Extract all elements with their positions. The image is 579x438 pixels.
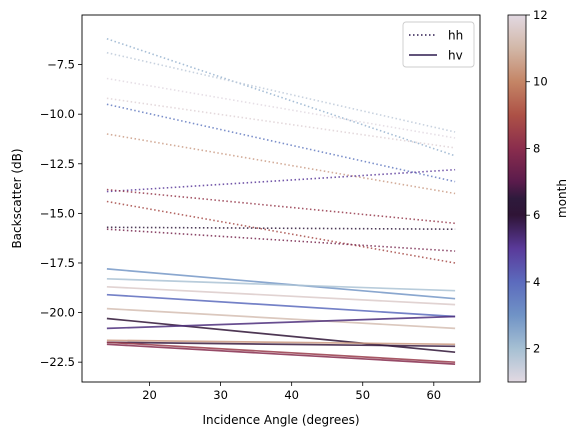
series-line-hv-13 <box>106 277 456 292</box>
x-tick-label: 50 <box>355 388 370 402</box>
y-tick-label: −10.0 <box>40 107 75 121</box>
series-line-hv-19 <box>106 339 456 346</box>
colorbar: 2 4 6 8 10 12 month <box>507 8 569 383</box>
plot-background <box>82 15 480 382</box>
y-tick-label: −7.5 <box>47 58 75 72</box>
series-line-hv-17 <box>106 317 456 354</box>
series-line-hv-22 <box>106 343 456 365</box>
series-line-hh-1 <box>106 38 456 157</box>
y-tick-label: −22.5 <box>40 355 75 369</box>
series-line-hh-6 <box>106 133 456 195</box>
legend-frame <box>402 21 475 68</box>
colorbar-tick-label: 8 <box>533 141 540 155</box>
x-axis: 20 30 40 50 60 <box>142 382 441 402</box>
series-line-hv-12 <box>106 268 456 300</box>
series-line-hv-16 <box>106 307 456 330</box>
x-tick-label: 60 <box>426 388 441 402</box>
series-line-hv-20 <box>106 341 456 348</box>
colorbar-tick-label: 12 <box>533 8 548 22</box>
series-line-hv-21 <box>106 341 456 364</box>
series-line-hv-18 <box>106 315 456 330</box>
colorbar-tick-label: 2 <box>533 342 540 356</box>
colorbar-tick-label: 10 <box>533 75 548 89</box>
colorbar-gradient <box>507 14 527 383</box>
x-axis-label: Incidence Angle (degrees) <box>202 413 359 427</box>
colorbar-label: month <box>555 179 569 218</box>
x-tick-label: 40 <box>284 388 299 402</box>
y-axis: −22.5 −20.0 −17.5 −15.0 −12.5 −10.0 −7.5 <box>40 58 82 369</box>
x-tick-label: 20 <box>142 388 157 402</box>
series-line-hh-4 <box>106 97 456 149</box>
legend-hh-label: hh <box>448 29 463 43</box>
x-tick-label: 30 <box>213 388 228 402</box>
y-tick-label: −20.0 <box>40 306 75 320</box>
series-line-hh-9 <box>106 200 456 264</box>
series-line-hv-14 <box>106 285 456 306</box>
series-line-hv-15 <box>106 293 456 318</box>
y-tick-label: −12.5 <box>40 157 75 171</box>
y-tick-label: −17.5 <box>40 256 75 270</box>
legend-hv-label: hv <box>448 49 463 63</box>
y-axis-label: Backscatter (dB) <box>10 148 24 248</box>
colorbar-ticks: 2 4 6 8 10 12 <box>526 8 548 356</box>
series-layer <box>106 38 456 365</box>
plot-frame <box>81 14 481 383</box>
plot-area <box>81 14 481 383</box>
colorbar-tick-label: 6 <box>533 208 540 222</box>
series-line-hh-5 <box>106 103 456 183</box>
legend: hh hv <box>402 21 475 68</box>
series-line-hh-3 <box>106 77 456 139</box>
colorbar-tick-label: 4 <box>533 275 540 289</box>
y-tick-label: −15.0 <box>40 206 75 220</box>
